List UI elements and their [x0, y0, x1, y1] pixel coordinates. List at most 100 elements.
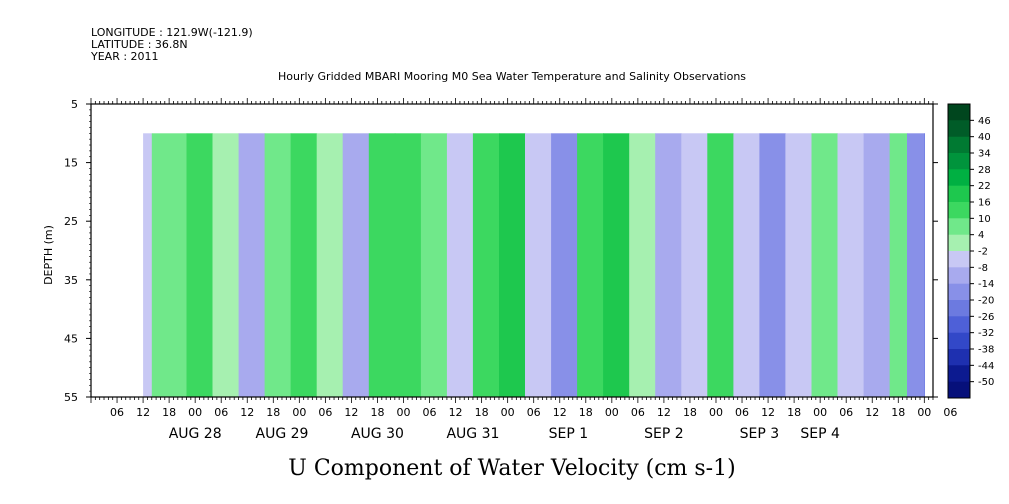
heatmap-band [238, 133, 266, 398]
heatmap-band [499, 133, 526, 398]
x-hour-label: 06 [110, 406, 124, 419]
colorbar-swatch [948, 251, 970, 268]
colorbar-swatch [948, 202, 970, 219]
x-hour-label: 00 [605, 406, 619, 419]
colorbar-swatch [948, 283, 970, 301]
heatmap-band [420, 133, 448, 398]
colorbar-label: -38 [978, 345, 994, 356]
heatmap-band [785, 133, 812, 398]
heatmap-band [629, 133, 656, 398]
colorbar-label: -32 [978, 328, 994, 339]
colorbar-label: 22 [978, 181, 991, 192]
heatmap-band [368, 133, 396, 398]
colorbar-swatch [948, 267, 970, 285]
x-day-label: AUG 31 [446, 426, 499, 442]
y-tick-label: 25 [64, 215, 78, 228]
heatmap-band [472, 133, 500, 398]
x-hour-label: 12 [240, 406, 254, 419]
colorbar-label: -50 [978, 377, 994, 388]
x-hour-label: 00 [501, 406, 515, 419]
colorbar-label: -2 [978, 247, 988, 258]
y-tick-label: 15 [64, 157, 78, 170]
x-hour-label: 06 [735, 406, 749, 419]
y-tick-label: 55 [64, 391, 78, 404]
heatmap-band [143, 133, 153, 398]
x-hour-label: 18 [891, 406, 905, 419]
colorbar-label: 10 [978, 214, 991, 225]
colorbar-swatch [948, 120, 970, 138]
x-day-label: SEP 4 [800, 426, 840, 442]
x-hour-label: 12 [553, 406, 567, 419]
y-tick-label: 5 [71, 98, 78, 111]
x-day-label: SEP 3 [740, 426, 780, 442]
heatmap-band [863, 133, 891, 398]
heatmap-band [551, 133, 578, 398]
colorbar-label: 4 [978, 230, 984, 241]
colorbar-swatch [948, 136, 970, 154]
x-hour-label: 06 [423, 406, 437, 419]
x-hour-label: 00 [188, 406, 202, 419]
colorbar-swatch [948, 234, 970, 252]
x-hour-label: 06 [318, 406, 332, 419]
colorbar-label: -26 [978, 312, 994, 323]
latitude-label: LATITUDE : 36.8N [91, 38, 188, 51]
x-day-label: SEP 2 [644, 426, 684, 442]
x-hour-label: 06 [214, 406, 228, 419]
heatmap-band [264, 133, 292, 398]
heatmap-band [837, 133, 865, 398]
colorbar-swatch [948, 153, 970, 170]
x-hour-label: 12 [344, 406, 358, 419]
y-axis-title: DEPTH (m) [42, 225, 55, 285]
x-hour-label: 18 [683, 406, 697, 419]
heatmap-band [525, 133, 552, 398]
heatmap-band [655, 133, 682, 398]
heatmap-band [212, 133, 240, 398]
heatmap-band [186, 133, 214, 398]
heatmap-band [707, 133, 734, 398]
colorbar-swatch [948, 218, 970, 236]
colorbar: 46 40 34 28 22 16 10 4 -2 -8 -14 -20 -26 -32 -38 -44 -50 [947, 103, 994, 399]
heatmap-band [446, 133, 474, 398]
x-hour-label: 18 [787, 406, 801, 419]
colorbar-swatch [948, 349, 970, 366]
x-hour-label: 12 [761, 406, 775, 419]
colorbar-label: 28 [978, 165, 991, 176]
x-hour-label: 18 [266, 406, 280, 419]
heatmap-band [394, 133, 422, 398]
x-hour-label: 12 [657, 406, 671, 419]
x-hour-label: 06 [839, 406, 853, 419]
x-hour-label: 06 [943, 406, 957, 419]
colorbar-label: 40 [978, 132, 991, 143]
heatmap-band [290, 133, 318, 398]
x-day-label: AUG 29 [256, 426, 309, 442]
heatmap-band [733, 133, 760, 398]
colorbar-label: 34 [978, 149, 991, 160]
colorbar-swatch [948, 169, 970, 187]
minor-ticks [90, 98, 934, 403]
heatmap-band [907, 133, 925, 398]
x-hour-label: 06 [527, 406, 541, 419]
colorbar-swatch [948, 300, 970, 317]
colorbar-swatch [948, 332, 970, 350]
x-axis: 06 12 18 00 06 12 18 00 06 12 18 00 06 12 18 00 06 12 18 00… [110, 406, 957, 442]
colorbar-swatch [948, 185, 970, 203]
heatmap-band [924, 133, 925, 398]
colorbar-label: -44 [978, 361, 994, 372]
colorbar-label: -20 [978, 296, 994, 307]
colorbar-swatch [948, 365, 970, 383]
heatmap-band [811, 133, 839, 398]
x-hour-label: 00 [396, 406, 410, 419]
x-hour-label: 18 [475, 406, 489, 419]
heatmap-band [681, 133, 708, 398]
x-hour-label: 00 [292, 406, 306, 419]
colorbar-label: -8 [978, 263, 988, 274]
heatmap-band [342, 133, 370, 398]
x-hour-label: 00 [813, 406, 827, 419]
heatmap-field [143, 133, 925, 398]
y-tick-label: 45 [64, 332, 78, 345]
heatmap-band [603, 133, 630, 398]
colorbar-swatch [948, 381, 970, 399]
x-hour-label: 18 [370, 406, 384, 419]
colorbar-swatch [948, 104, 970, 121]
x-hour-label: 12 [449, 406, 463, 419]
